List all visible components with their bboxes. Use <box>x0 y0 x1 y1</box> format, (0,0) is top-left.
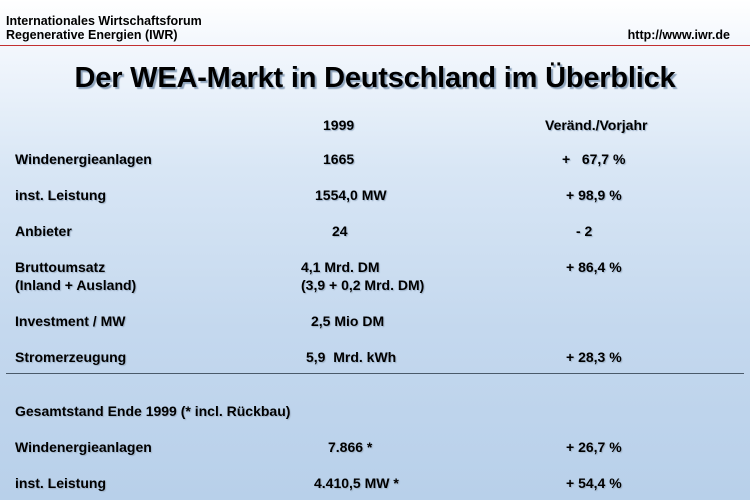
column-header-change: Veränd./Vorjahr <box>545 117 648 133</box>
total-row-change: + 54,4 % <box>566 475 622 491</box>
total-row-label: inst. Leistung <box>15 475 106 491</box>
total-row-change: + 26,7 % <box>566 439 622 455</box>
row-change: + 67,7 % <box>562 151 626 167</box>
row-change: + 86,4 % <box>566 259 622 275</box>
row-value: 1665 <box>323 151 355 167</box>
header-divider <box>0 45 750 46</box>
row-label: Investment / MW <box>15 313 126 329</box>
org-name: Internationales Wirtschaftsforum Regener… <box>6 14 202 42</box>
row-value: 1554,0 MW <box>315 187 387 203</box>
total-row-value: 7.866 * <box>328 439 373 455</box>
row-change: + 98,9 % <box>566 187 622 203</box>
total-row-label: Windenergieanlagen <box>15 439 152 455</box>
row-label-sub: (Inland + Ausland) <box>15 277 137 293</box>
row-value: 5,9 Mrd. kWh <box>306 349 397 365</box>
row-value: 24 <box>332 223 348 239</box>
row-label: Stromerzeugung <box>15 349 127 365</box>
row-change: + 28,3 % <box>566 349 622 365</box>
row-label: inst. Leistung <box>15 187 106 203</box>
org-name-line2: Regenerative Energien (IWR) <box>6 28 178 42</box>
slide-title: Der WEA-Markt in Deutschland im Überblic… <box>74 62 676 94</box>
total-row-value: 4.410,5 MW * <box>314 475 399 491</box>
website-url: http://www.iwr.de <box>627 28 730 42</box>
row-value: 2,5 Mio DM <box>311 313 385 329</box>
column-header-year: 1999 <box>323 117 355 133</box>
section-divider <box>6 373 744 374</box>
total-heading: Gesamtstand Ende 1999 (* incl. Rückbau) <box>15 403 291 419</box>
row-label: Bruttoumsatz <box>15 259 106 275</box>
org-name-line1: Internationales Wirtschaftsforum <box>6 14 202 28</box>
row-label: Windenergieanlagen <box>15 151 152 167</box>
row-change: - 2 <box>576 223 593 239</box>
row-value-sub: (3,9 + 0,2 Mrd. DM) <box>301 277 425 293</box>
row-value: 4,1 Mrd. DM <box>301 259 380 275</box>
row-label: Anbieter <box>15 223 72 239</box>
